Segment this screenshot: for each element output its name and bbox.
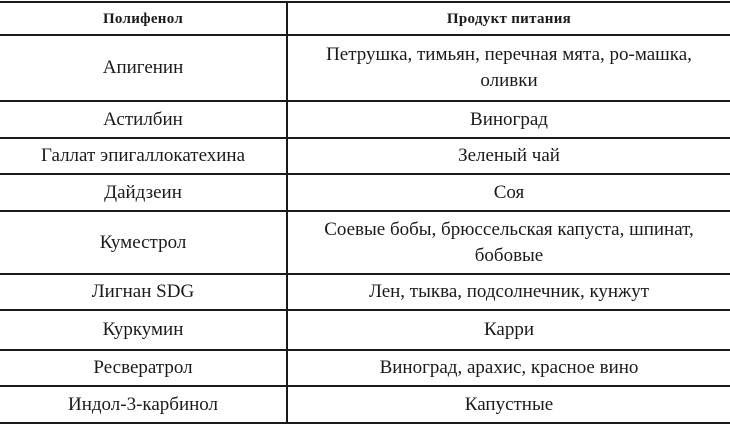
header-polyphenol: Полифенол (0, 1, 288, 36)
table-row: Куркумин Карри (0, 309, 730, 351)
table-row: Индол-3-карбинол Капустные (0, 385, 730, 424)
food-product-cell: Карри (287, 309, 730, 351)
table-row: Лигнан SDG Лен, тыква, подсолнечник, кунж… (0, 273, 730, 311)
header-row: Полифенол Продукт питания (0, 1, 730, 36)
table-row: Ресвератрол Виноград, арахис, красное вин… (0, 349, 730, 387)
food-product-cell: Лен, тыква, подсолнечник, кунжут (287, 273, 730, 311)
food-product-cell: Соевые бобы, брюссельская капуста, шпина… (287, 210, 730, 275)
polyphenol-cell: Куместрол (0, 210, 288, 275)
polyphenol-cell: Апигенин (0, 34, 288, 102)
table-row: Куместрол Соевые бобы, брюссельская капус… (0, 210, 730, 275)
food-product-cell: Капустные (287, 385, 730, 424)
food-product-cell: Виноград (287, 100, 730, 139)
polyphenol-cell: Астилбин (0, 100, 288, 139)
table-row: Дайдзеин Соя (0, 173, 730, 212)
table-row: Апигенин Петрушка, тимьян, перечная мята,… (0, 34, 730, 102)
table-row: Астилбин Виноград (0, 100, 730, 139)
header-food-product: Продукт питания (287, 1, 730, 36)
table-row: Галлат эпигаллокатехина Зеленый чай (0, 137, 730, 175)
polyphenol-cell: Галлат эпигаллокатехина (0, 137, 288, 175)
polyphenol-cell: Индол-3-карбинол (0, 385, 288, 424)
food-product-cell: Петрушка, тимьян, перечная мята, ро-машк… (287, 34, 730, 102)
food-product-cell: Зеленый чай (287, 137, 730, 175)
food-product-cell: Виноград, арахис, красное вино (287, 349, 730, 387)
polyphenol-cell: Лигнан SDG (0, 273, 288, 311)
polyphenol-cell: Дайдзеин (0, 173, 288, 212)
polyphenol-cell: Куркумин (0, 309, 288, 351)
polyphenol-cell: Ресвератрол (0, 349, 288, 387)
food-product-cell: Соя (287, 173, 730, 212)
